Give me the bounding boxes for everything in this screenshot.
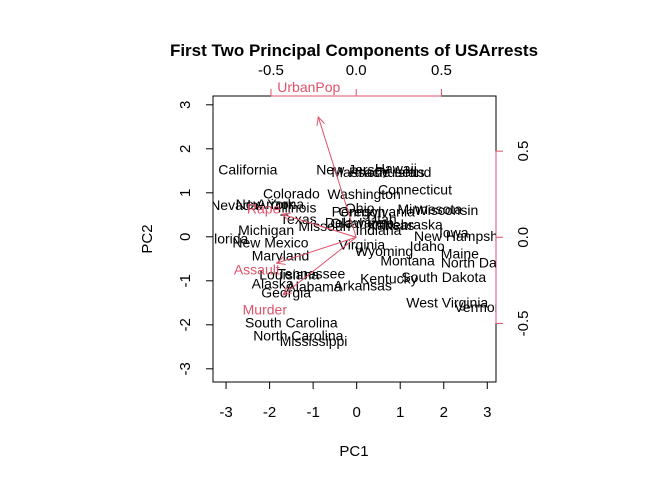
state-label-kentucky: Kentucky (360, 271, 418, 287)
state-label-colorado: Colorado (263, 186, 320, 202)
state-label-wyoming: Wyoming (355, 243, 413, 259)
state-label-massachusetts: Massachusetts (331, 164, 424, 180)
loading-label-assault: Assault (234, 262, 280, 278)
x-tick-label: 3 (483, 404, 491, 421)
chart-title: First Two Principal Components of USArre… (170, 41, 538, 60)
state-label-oklahoma: Oklahoma (330, 215, 394, 231)
arrowhead-assault (275, 256, 286, 265)
bottom-axis: -3 -2 -1 0 1 2 3 (219, 381, 491, 421)
state-label-montana: Montana (380, 253, 435, 269)
state-label-tennessee: Tennessee (278, 265, 346, 281)
state-label-new-hampshire: New Hampshire (414, 228, 514, 244)
loading-arrows: Murder Assault UrbanPop Rape (234, 79, 357, 317)
x-tick-label: -3 (219, 404, 232, 421)
state-label-rhode-island: Rhode Island (349, 164, 432, 180)
y-tick-label: 0 (177, 233, 194, 241)
y-tick-label: 1 (177, 189, 194, 197)
right-tick-label: -0.5 (515, 310, 532, 336)
state-label-south-carolina: South Carolina (245, 315, 338, 331)
state-label-virginia: Virginia (339, 237, 386, 253)
state-label-hawaii: Hawaii (375, 161, 417, 177)
state-label-south-dakota: South Dakota (401, 269, 486, 285)
state-label-arizona: Arizona (257, 196, 305, 212)
state-label-washington: Washington (327, 186, 400, 202)
state-label-mississippi: Mississippi (280, 333, 348, 349)
state-label-illinois: Illinois (278, 199, 317, 215)
arrow-urbanpop (317, 116, 357, 238)
state-label-iowa: Iowa (439, 224, 469, 240)
state-label-vermont: Vermont (454, 299, 506, 315)
loading-label-rape: Rape (247, 201, 281, 217)
x-tick-label: -2 (263, 404, 276, 421)
x-tick-label: 2 (440, 404, 448, 421)
arrowhead-rape (281, 212, 292, 221)
state-label-florida: Florida (206, 231, 249, 247)
y-tick-label: 3 (177, 101, 194, 109)
x-tick-label: -1 (306, 404, 319, 421)
state-label-new-york: New York (236, 196, 296, 212)
loading-label-urbanpop: UrbanPop (277, 79, 340, 95)
y-tick-label: -2 (177, 318, 194, 331)
state-label-north-dakota: North Dakota (441, 254, 524, 270)
top-tick-label: 0.5 (431, 62, 452, 79)
top-tick-label: -0.5 (258, 62, 284, 79)
arrow-rape (281, 213, 357, 238)
right-axis: -0.5 0.0 0.5 (495, 141, 532, 336)
x-tick-label: 0 (353, 404, 361, 421)
state-label-maine: Maine (441, 246, 479, 262)
state-label-west-virginia: West Virginia (406, 294, 488, 310)
x-tick-label: 1 (396, 404, 404, 421)
state-label-arkansas: Arkansas (334, 278, 392, 294)
right-tick-label: 0.5 (515, 141, 532, 162)
y-tick-label: 2 (177, 145, 194, 153)
state-label-maryland: Maryland (252, 248, 310, 264)
state-label-connecticut: Connecticut (378, 181, 452, 197)
y-tick-label: -1 (177, 274, 194, 287)
state-label-nebraska: Nebraska (383, 216, 443, 232)
state-label-oregon: Oregon (339, 203, 386, 219)
state-label-alabama: Alabama (286, 279, 341, 295)
top-tick-label: 0.0 (346, 62, 367, 79)
state-label-california: California (218, 161, 277, 177)
state-label-missouri: Missouri (298, 218, 350, 234)
state-label-utah: Utah (367, 211, 397, 227)
arrowhead-urbanpop (316, 115, 325, 126)
state-label-indiana: Indiana (355, 222, 401, 238)
x-axis-label: PC1 (339, 443, 368, 460)
state-label-new-jersey: New Jersey (316, 161, 389, 177)
state-label-kansas: Kansas (368, 217, 415, 233)
y-axis-label: PC2 (139, 224, 156, 253)
state-label-michigan: Michigan (238, 222, 294, 238)
left-axis: -3 -2 -1 0 1 2 3 (177, 101, 214, 375)
arrow-assault (276, 236, 357, 264)
state-label-minnesota: Minnesota (398, 201, 463, 217)
state-label-pennsylvania: Pennsylvania (332, 203, 415, 219)
state-label-alaska: Alaska (252, 275, 294, 291)
loading-label-murder: Murder (243, 301, 288, 317)
state-label-north-carolina: North Carolina (253, 327, 343, 343)
arrowhead-murder (282, 286, 292, 296)
state-label-ohio: Ohio (345, 200, 375, 216)
state-label-new-mexico: New Mexico (232, 235, 308, 251)
state-label-idaho: Idaho (410, 238, 445, 254)
state-label-delaware: Delaware (325, 215, 384, 231)
top-axis: -0.5 0.0 0.5 (258, 62, 452, 97)
y-tick-label: -3 (177, 362, 194, 375)
right-tick-label: 0.0 (515, 227, 532, 248)
state-label-wisconsin: Wisconsin (414, 202, 478, 218)
arrow-murder (282, 236, 357, 296)
state-label-nevada: Nevada (210, 197, 258, 213)
